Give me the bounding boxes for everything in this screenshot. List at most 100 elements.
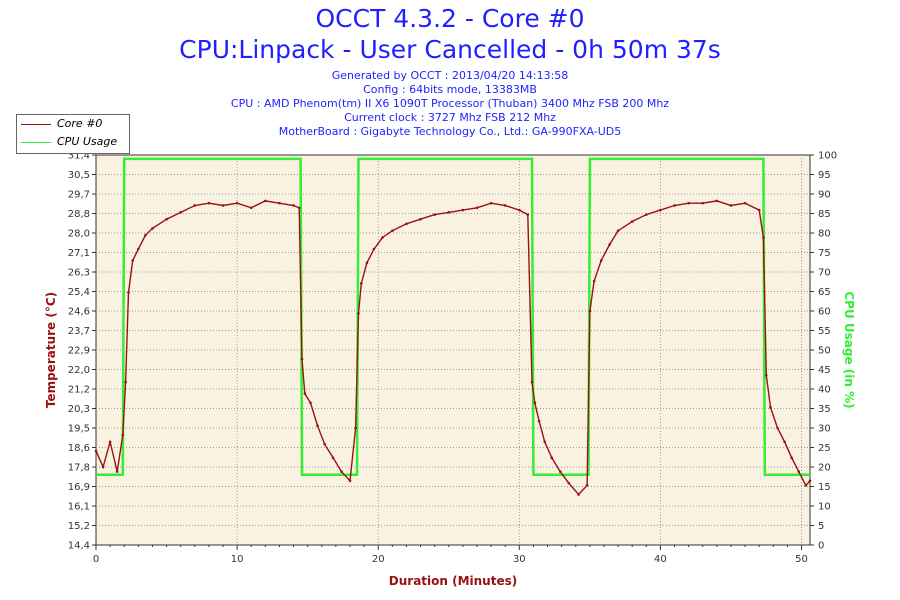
legend-label-usage: CPU Usage — [57, 135, 118, 148]
y-tick-label: 15,2 — [68, 521, 90, 532]
point-core-0 — [433, 213, 436, 216]
y-tick-label: 14,4 — [68, 541, 90, 552]
point-core-0 — [249, 206, 253, 210]
legend-item-usage: CPU Usage — [17, 134, 129, 152]
point-core-0 — [419, 217, 422, 221]
y-tick-label: 16,1 — [68, 502, 90, 513]
chart-legend: Core #0 CPU Usage — [16, 114, 130, 154]
point-core-0 — [558, 470, 562, 473]
point-cpu-usage — [762, 157, 765, 161]
point-core-0 — [783, 440, 786, 444]
y-tick-label: 30,5 — [68, 170, 90, 181]
point-core-0 — [348, 479, 352, 483]
y2-tick-label: 10 — [818, 502, 831, 513]
y-tick-label: 22,0 — [68, 365, 90, 376]
point-core-0 — [790, 456, 793, 460]
legend-swatch-usage — [21, 142, 51, 143]
x-axis-title: Duration (Minutes) — [389, 574, 517, 588]
point-core-0 — [550, 456, 554, 460]
info-motherboard: MotherBoard : Gigabyte Technology Co., L… — [278, 125, 622, 138]
point-cpu-usage — [808, 473, 812, 476]
y-tick-label: 24,6 — [68, 307, 90, 318]
point-core-0 — [588, 309, 592, 313]
point-core-0 — [743, 201, 747, 205]
point-core-0 — [278, 201, 281, 205]
point-core-0 — [518, 208, 521, 212]
point-core-0 — [608, 243, 611, 246]
point-core-0 — [101, 465, 105, 469]
point-core-0 — [372, 247, 376, 251]
point-core-0 — [503, 204, 507, 207]
point-core-0 — [715, 199, 719, 203]
chart-title: OCCT 4.3.2 - Core #0 — [315, 4, 585, 33]
point-cpu-usage — [94, 473, 98, 476]
point-cpu-usage — [300, 473, 304, 476]
point-core-0 — [475, 206, 479, 210]
legend-swatch-core — [21, 124, 51, 125]
info-cpu: CPU : AMD Phenom(tm) II X6 1090T Process… — [230, 97, 670, 110]
info-config: Config : 64bits mode, 13383MB — [363, 83, 537, 96]
point-core-0 — [645, 213, 648, 216]
point-core-0 — [300, 357, 304, 361]
point-core-0 — [127, 291, 130, 294]
y2-tick-label: 45 — [818, 365, 831, 376]
point-core-0 — [673, 204, 676, 207]
point-core-0 — [359, 282, 363, 285]
point-core-0 — [599, 259, 603, 262]
y2-tick-label: 70 — [818, 268, 831, 279]
point-core-0 — [108, 440, 112, 444]
point-core-0 — [121, 433, 125, 437]
point-core-0 — [115, 470, 119, 473]
point-core-0 — [585, 484, 589, 487]
chart-subtitle: CPU:Linpack - User Cancelled - 0h 50m 37… — [179, 35, 721, 64]
y2-tick-label: 85 — [818, 209, 831, 220]
point-core-0 — [526, 213, 530, 216]
y-tick-label: 31,4 — [68, 151, 90, 162]
point-core-0 — [592, 279, 596, 283]
point-cpu-usage — [530, 157, 534, 161]
x-tick-label: 20 — [372, 554, 385, 565]
y-tick-label: 29,7 — [68, 190, 90, 201]
y2-tick-label: 30 — [818, 424, 831, 435]
point-core-0 — [124, 380, 127, 384]
point-core-0 — [533, 401, 537, 405]
point-core-0 — [659, 208, 662, 212]
point-core-0 — [530, 380, 534, 384]
y-tick-label: 19,5 — [68, 424, 90, 435]
y2-tick-label: 15 — [818, 482, 831, 493]
y2-tick-label: 50 — [818, 346, 831, 357]
point-cpu-usage — [299, 157, 302, 161]
y2-tick-label: 95 — [818, 170, 831, 181]
y2-tick-label: 60 — [818, 307, 831, 318]
y2-tick-label: 5 — [818, 521, 824, 532]
point-core-0 — [193, 204, 197, 207]
y-tick-label: 27,1 — [68, 248, 90, 259]
point-core-0 — [207, 201, 211, 205]
point-core-0 — [489, 201, 493, 205]
point-core-0 — [165, 217, 168, 221]
y-tick-label: 28,0 — [68, 229, 90, 240]
x-tick-label: 50 — [795, 554, 808, 565]
y2-tick-label: 100 — [818, 151, 837, 162]
point-core-0 — [757, 208, 761, 212]
point-core-0 — [131, 259, 134, 262]
point-cpu-usage — [763, 473, 767, 476]
point-core-0 — [616, 229, 620, 233]
point-core-0 — [323, 442, 326, 446]
point-core-0 — [729, 204, 733, 207]
y2-tick-label: 0 — [818, 541, 824, 552]
point-core-0 — [808, 479, 812, 483]
y2-tick-label: 65 — [818, 287, 831, 298]
point-core-0 — [357, 311, 360, 315]
info-clock: Current clock : 3727 Mhz FSB 212 Mhz — [344, 111, 556, 124]
y-tick-label: 22,9 — [68, 346, 90, 357]
point-core-0 — [577, 493, 580, 496]
point-core-0 — [144, 233, 147, 237]
y2-tick-label: 35 — [818, 404, 831, 415]
point-core-0 — [762, 236, 765, 239]
x-tick-label: 30 — [513, 554, 526, 565]
y-tick-label: 25,4 — [68, 287, 90, 298]
point-core-0 — [391, 229, 394, 233]
y2-tick-label: 55 — [818, 326, 831, 337]
